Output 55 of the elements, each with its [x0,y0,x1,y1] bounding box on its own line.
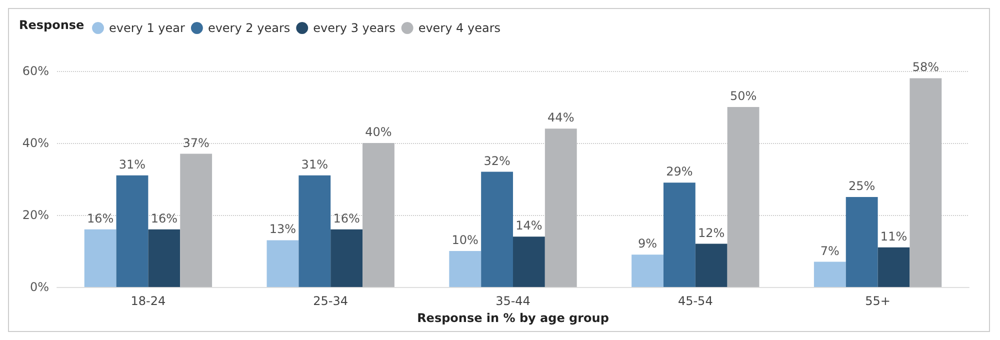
data-label: 37% [182,136,210,150]
bar [727,107,760,287]
bar [544,128,577,287]
data-label: 11% [880,229,908,244]
y-tick-label: 0% [30,280,49,294]
legend-label: every 4 years [418,21,501,35]
data-label: 58% [912,60,940,74]
data-label: 16% [333,211,360,226]
bar [330,229,363,287]
data-label: 44% [548,110,574,125]
bar [695,244,728,287]
data-label: 10% [452,233,478,247]
data-label: 25% [848,179,876,193]
x-tick-label: 25-34 [313,294,348,308]
legend-label: every 2 years [208,21,290,35]
data-label: 14% [516,218,542,233]
y-tick-label: 40% [22,136,49,150]
legend-title: Response [19,18,84,32]
data-label: 40% [365,125,392,139]
data-label: 29% [666,164,693,179]
bar [266,240,299,287]
bar [663,182,696,287]
data-label: 7% [820,244,840,258]
bar [910,78,942,287]
bar [148,229,180,287]
bar [481,172,513,287]
bar [878,247,910,287]
bar [362,143,394,287]
data-label: 16% [86,211,114,226]
data-label: 31% [301,157,328,172]
bar [180,154,212,287]
bar [298,175,331,287]
y-tick-label: 20% [22,208,49,222]
x-tick-label: 35-44 [496,294,530,308]
x-axis-title: Response in % by age group [417,310,610,325]
data-label: 31% [118,157,146,172]
data-label: 12% [698,226,725,240]
data-label: 16% [150,211,178,226]
x-tick-label: 45-54 [678,294,713,308]
x-tick-label: 55+ [865,294,890,308]
bar [449,251,482,287]
data-label: 50% [730,89,757,103]
legend-label: every 1 year [109,21,186,35]
legend-label: every 3 years [313,21,396,35]
bar [814,262,846,287]
bar [116,175,148,287]
data-label: 9% [638,236,658,251]
data-label: 13% [269,222,296,236]
bar [84,229,116,287]
bar [632,254,664,287]
bar [846,197,878,287]
y-tick-label: 60% [22,64,49,78]
x-tick-label: 18-24 [130,294,166,308]
bar [513,236,545,287]
data-label: 32% [484,154,510,168]
